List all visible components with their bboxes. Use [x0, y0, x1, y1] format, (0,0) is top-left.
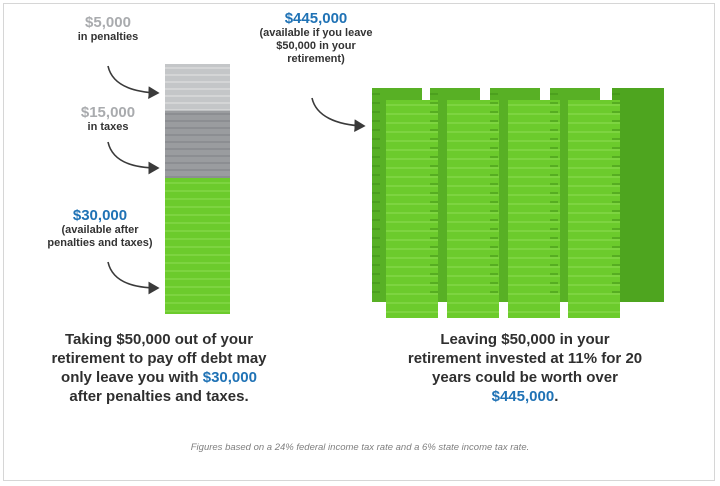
right-caption-line3: years could be worth over — [432, 369, 618, 386]
arrow-penalties — [107, 65, 160, 100]
remaining-text-2: penalties and taxes) — [47, 237, 153, 249]
penalties-amount: $5,000 — [85, 14, 131, 31]
remaining-text-1: (available after — [61, 224, 139, 236]
left-caption-line3: only leave you with $30,000 — [28, 368, 290, 387]
tax-segment — [165, 110, 230, 178]
arrow-invested — [311, 97, 366, 133]
footnote: Figures based on a 24% federal income ta… — [190, 442, 530, 453]
taxes-label: $15,000 in taxes — [56, 104, 160, 134]
remaining-segment — [165, 178, 230, 314]
invested-amount: $445,000 — [284, 10, 348, 27]
front-row-stacks — [386, 100, 620, 318]
penalties-label: $5,000 in penalties — [60, 14, 156, 44]
left-caption-line3-text: only leave you with — [61, 369, 203, 386]
right-money-stacks — [372, 88, 664, 318]
invested-text-3: retirement) — [287, 53, 345, 65]
taxes-amount: $15,000 — [80, 104, 136, 121]
taxes-text: in taxes — [87, 121, 129, 133]
penalty-segment — [165, 64, 230, 110]
arrow-taxes — [107, 141, 160, 175]
left-caption-highlight: $30,000 — [202, 369, 257, 386]
right-caption: Leaving $50,000 in your retirement inves… — [390, 330, 660, 406]
left-caption-line4: after penalties and taxes. — [69, 388, 249, 405]
right-caption-highlight: $445,000 — [491, 388, 555, 405]
left-money-stack — [165, 64, 230, 314]
penalties-text: in penalties — [77, 31, 139, 43]
arrow-remaining — [107, 261, 160, 295]
right-caption-line1: Leaving $50,000 in your — [440, 331, 610, 348]
remaining-label: $30,000 (available after penalties and t… — [38, 207, 162, 250]
invested-text-1: (available if you leave — [259, 27, 373, 39]
left-caption-line2: retirement to pay off debt may — [51, 350, 267, 367]
left-caption: Taking $50,000 out of your retirement to… — [28, 330, 290, 406]
left-caption-line1: Taking $50,000 out of your — [64, 331, 254, 348]
right-caption-line2: retirement invested at 11% for 20 — [407, 350, 643, 367]
right-caption-line4: $445,000. — [390, 387, 660, 406]
infographic-frame — [3, 3, 715, 481]
invested-text-2: $50,000 in your — [276, 40, 356, 52]
right-caption-line4-post: . — [554, 388, 559, 405]
invested-label: $445,000 (available if you leave $50,000… — [242, 10, 390, 66]
remaining-amount: $30,000 — [72, 207, 128, 224]
